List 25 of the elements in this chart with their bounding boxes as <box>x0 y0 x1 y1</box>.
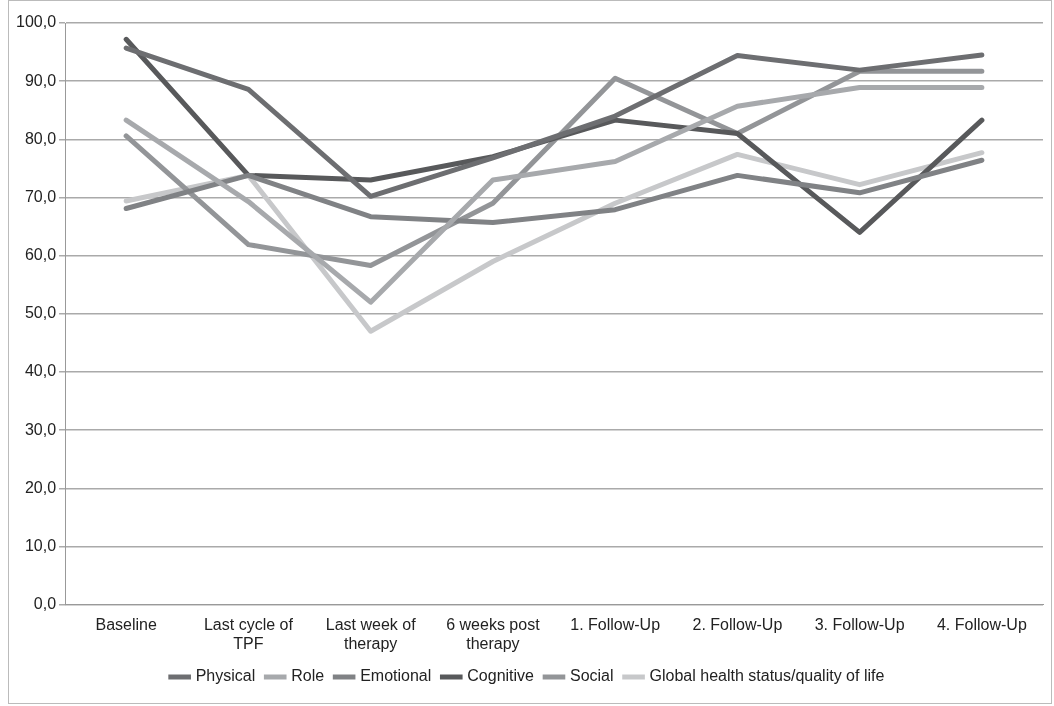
legend-label: Physical <box>195 667 256 685</box>
legend-label: Cognitive <box>467 667 535 685</box>
y-tick-label: 30,0 <box>24 420 57 438</box>
legend-label: Social <box>569 667 614 685</box>
x-tick-label: 6 weeks post therapy <box>446 615 541 652</box>
x-tick-label: Last week of therapy <box>325 615 417 652</box>
x-tick-label: Last cycle of TPF <box>203 615 294 652</box>
y-tick-label: 60,0 <box>24 246 57 264</box>
x-tick-label: 1. Follow-Up <box>570 615 661 633</box>
legend-label: Global health status/quality of life <box>649 667 885 685</box>
x-tick-label: 3. Follow-Up <box>814 615 905 633</box>
y-tick-label: 20,0 <box>24 478 57 496</box>
y-tick-label: 40,0 <box>24 362 57 380</box>
y-tick-label: 70,0 <box>24 187 57 205</box>
y-tick-label: 100,0 <box>15 13 57 31</box>
legend-label: Emotional <box>360 667 432 685</box>
y-tick-label: 50,0 <box>24 304 57 322</box>
y-tick-label: 90,0 <box>24 71 57 89</box>
y-tick-label: 0,0 <box>33 595 57 613</box>
y-tick-label: 80,0 <box>24 129 57 147</box>
legend-label: Role <box>291 667 325 685</box>
x-tick-label: 4. Follow-Up <box>936 615 1027 633</box>
x-tick-label: Baseline <box>95 615 157 633</box>
y-tick-label: 10,0 <box>24 536 57 554</box>
x-tick-label: 2. Follow-Up <box>692 615 783 633</box>
